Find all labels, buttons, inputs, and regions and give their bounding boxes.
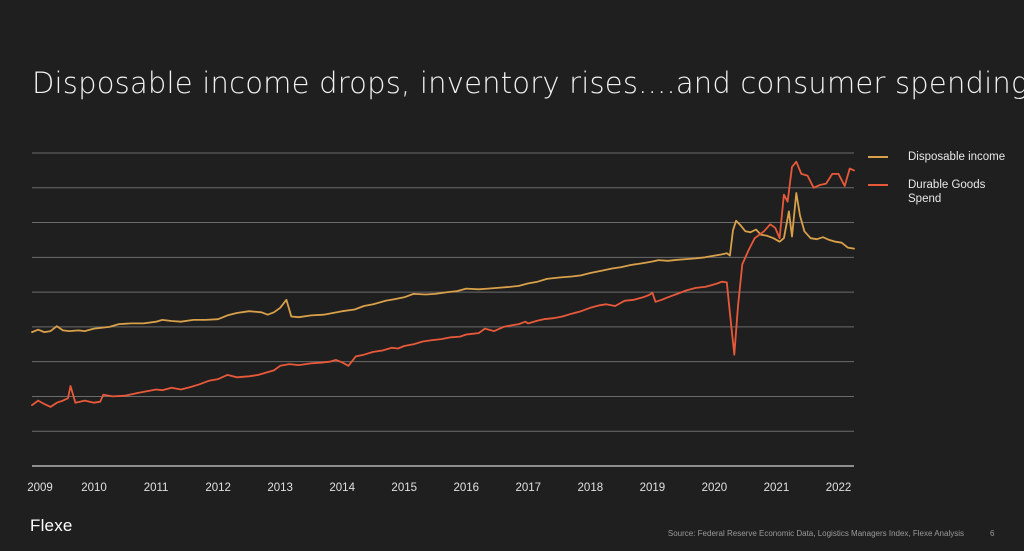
x-tick-label-2020: 2020	[702, 482, 728, 494]
chart-series	[31, 160, 855, 408]
flexe-logo: Flexe	[30, 516, 73, 535]
source-note: Source: Federal Reserve Economic Data, L…	[667, 529, 964, 538]
legend-swatch-disposable-income	[868, 156, 888, 158]
x-tick-label-2022: 2022	[826, 482, 852, 494]
x-tick-label-2013: 2013	[267, 482, 293, 494]
page-number: 6	[990, 529, 995, 538]
x-tick-label-2012: 2012	[205, 482, 231, 494]
x-tick-label-2014: 2014	[329, 482, 355, 494]
x-tick-label-2019: 2019	[640, 482, 666, 494]
page-title: Disposable income drops, inventory rises…	[32, 66, 1024, 100]
legend-item-durable-goods: Durable Goods Spend	[866, 178, 1016, 206]
legend-item-disposable-income: Disposable income	[866, 150, 1016, 164]
x-tick-label-2018: 2018	[578, 482, 604, 494]
x-tick-label-2009: 2009	[27, 482, 53, 494]
series-line-disposable-income	[31, 192, 855, 333]
chart-x-axis: 2009 2010 2011 2012 2013 2014 2015 2016 2017 2018…	[27, 465, 854, 494]
legend-swatch-durable-goods	[868, 184, 888, 186]
x-tick-label-2010: 2010	[81, 482, 107, 494]
chart-gridlines	[32, 152, 854, 432]
x-tick-label-2011: 2011	[144, 482, 169, 494]
x-tick-label-2015: 2015	[391, 482, 417, 494]
chart-legend: Disposable income Durable Goods Spend	[866, 150, 1016, 220]
series-line-durable-goods-spend	[31, 160, 855, 408]
x-tick-label-2017: 2017	[516, 482, 542, 494]
x-tick-label-2021: 2021	[764, 482, 790, 494]
legend-label-durable-goods: Durable Goods Spend	[908, 179, 986, 205]
legend-label-disposable-income: Disposable income	[908, 151, 1006, 163]
x-tick-label-2016: 2016	[453, 482, 479, 494]
